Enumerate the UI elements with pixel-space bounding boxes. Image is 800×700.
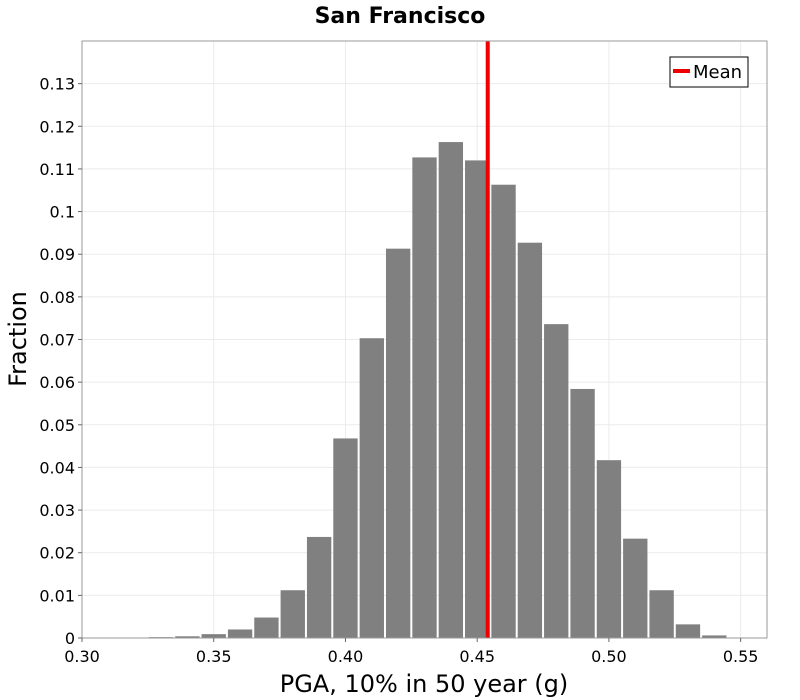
histogram-bar xyxy=(227,629,253,638)
legend: Mean xyxy=(669,56,749,88)
y-axis-ticks: 0 0.01 0.02 0.03 0.04 0.05 0.06 0.07 0.08 0.09 0.1… xyxy=(39,75,82,648)
x-tick-label: 0.30 xyxy=(64,647,100,666)
histogram-bar xyxy=(306,536,332,638)
histogram-bar xyxy=(385,248,411,638)
x-tick-label: 0.50 xyxy=(591,647,627,666)
histogram-bar xyxy=(649,590,674,638)
histogram-bar xyxy=(465,160,490,638)
histogram-bar xyxy=(623,538,648,638)
y-tick-label: 0.06 xyxy=(39,373,75,392)
x-tick-label: 0.35 xyxy=(196,647,232,666)
histogram-bar xyxy=(280,590,305,638)
histogram-bar xyxy=(517,242,543,638)
y-tick-label: 0.12 xyxy=(39,117,75,136)
y-tick-label: 0.02 xyxy=(39,544,75,563)
histogram-bar xyxy=(544,324,569,638)
histogram-bar xyxy=(254,617,279,638)
y-axis-title: Fraction xyxy=(4,291,32,387)
y-tick-label: 0.11 xyxy=(39,160,75,179)
histogram-bar xyxy=(201,634,226,638)
x-tick-label: 0.55 xyxy=(723,647,759,666)
x-tick-label: 0.45 xyxy=(459,647,495,666)
y-tick-label: 0.01 xyxy=(39,586,75,605)
x-axis-title: PGA, 10% in 50 year (g) xyxy=(280,670,569,698)
y-tick-label: 0.1 xyxy=(50,203,75,222)
y-tick-label: 0.13 xyxy=(39,75,75,94)
x-axis-ticks: 0.30 0.35 0.40 0.45 0.50 0.55 xyxy=(64,638,758,666)
y-tick-label: 0.05 xyxy=(39,416,75,435)
histogram-bar xyxy=(359,338,384,638)
histogram-bar xyxy=(702,635,727,638)
histogram-bar xyxy=(412,157,437,639)
histogram-bar xyxy=(438,142,464,638)
x-tick-label: 0.40 xyxy=(328,647,364,666)
histogram-bars xyxy=(96,142,753,639)
chart-title: San Francisco xyxy=(315,4,486,29)
histogram-bar xyxy=(570,388,595,638)
legend-mean-label: Mean xyxy=(693,62,742,83)
y-tick-label: 0.09 xyxy=(39,245,75,264)
histogram-bar xyxy=(491,184,516,638)
histogram-bar xyxy=(333,438,358,638)
y-tick-label: 0.03 xyxy=(39,501,75,520)
histogram-bar xyxy=(175,636,200,638)
y-tick-label: 0.07 xyxy=(39,331,75,350)
histogram-bar xyxy=(596,460,622,638)
y-tick-label: 0.08 xyxy=(39,288,75,307)
y-tick-label: 0 xyxy=(65,629,75,648)
y-tick-label: 0.04 xyxy=(39,458,75,477)
histogram-bar xyxy=(675,624,701,638)
